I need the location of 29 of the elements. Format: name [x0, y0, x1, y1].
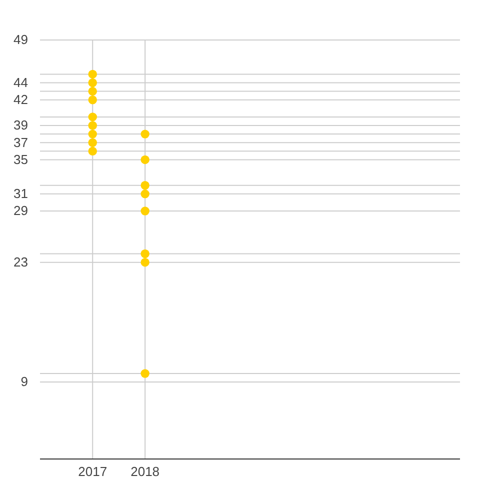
point: [140, 206, 150, 216]
y-tick-label: 31: [14, 186, 28, 202]
y-tick-label: 42: [14, 92, 28, 108]
point: [88, 138, 97, 147]
point: [88, 86, 97, 96]
point: [140, 369, 150, 378]
point: [88, 95, 97, 104]
y-tick-label: 37: [14, 134, 28, 150]
y-tick-label: 49: [14, 32, 28, 48]
point: [88, 70, 97, 79]
y-tick-label: 44: [14, 74, 28, 90]
point: [88, 146, 97, 156]
point: [140, 258, 150, 267]
y-tick-label: 29: [14, 203, 28, 218]
point: [140, 190, 150, 198]
x-tick-label: 2017: [78, 464, 108, 480]
y-tick-label: 9: [20, 374, 28, 390]
point: [88, 112, 97, 122]
point: [140, 181, 150, 190]
point: [88, 78, 97, 88]
point: [140, 155, 150, 164]
y-tick-label: 23: [14, 254, 28, 270]
point: [88, 130, 97, 138]
point: [88, 121, 97, 130]
point: [140, 130, 150, 138]
y-tick-label: 35: [14, 152, 28, 167]
point: [140, 249, 150, 258]
y-tick-label: 39: [14, 118, 28, 133]
x-tick-label: 2018: [130, 464, 160, 480]
